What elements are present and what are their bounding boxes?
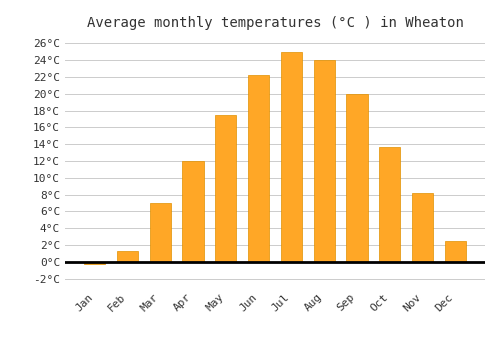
Bar	[444, 241, 466, 262]
Bar	[280, 52, 302, 262]
Bar	[314, 60, 335, 262]
Bar	[379, 147, 400, 262]
Bar	[346, 94, 368, 262]
Bar	[182, 161, 204, 262]
Bar	[84, 262, 106, 264]
Bar	[150, 203, 171, 262]
Bar	[117, 251, 138, 262]
Title: Average monthly temperatures (°C ) in Wheaton: Average monthly temperatures (°C ) in Wh…	[86, 16, 464, 30]
Bar	[215, 115, 236, 262]
Bar	[412, 193, 433, 262]
Bar	[248, 75, 270, 262]
